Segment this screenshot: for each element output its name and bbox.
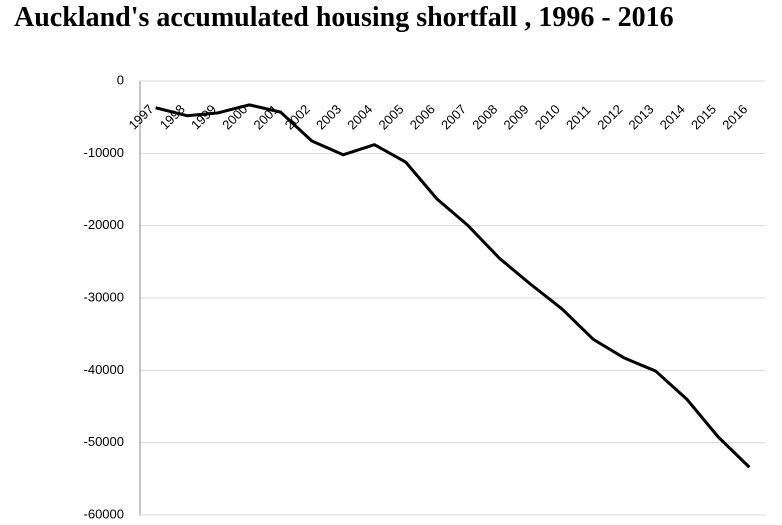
x-tick-label: 2012 — [594, 101, 625, 132]
x-tick-label: 2013 — [626, 101, 657, 132]
x-tick-label: 2015 — [688, 101, 719, 132]
x-tick-label: 2005 — [376, 101, 407, 132]
x-tick-label: 1997 — [126, 101, 157, 132]
y-tick-label: -20000 — [84, 217, 124, 232]
x-tick-label: 1998 — [157, 101, 188, 132]
y-tick-label: -40000 — [84, 362, 124, 377]
x-tick-label: 2003 — [313, 101, 344, 132]
x-tick-label: 2008 — [469, 101, 500, 132]
x-tick-label: 2007 — [438, 101, 469, 132]
y-tick-label: -60000 — [84, 506, 124, 521]
x-tick-label: 2004 — [344, 101, 375, 132]
y-tick-label: -50000 — [84, 434, 124, 449]
x-tick-label: 1999 — [188, 101, 219, 132]
y-tick-label: -10000 — [84, 145, 124, 160]
chart-title: Auckland's accumulated housing shortfall… — [14, 2, 674, 33]
x-tick-label: 2014 — [657, 101, 688, 132]
x-tick-label: 2009 — [501, 101, 532, 132]
x-tick-label: 2016 — [719, 101, 750, 132]
line — [155, 103, 751, 469]
x-tick-label: 2010 — [532, 101, 563, 132]
x-tick-label: 2011 — [563, 102, 593, 132]
y-tick-label: 0 — [117, 72, 124, 87]
x-tick-label: 2006 — [407, 101, 438, 132]
y-tick-label: -30000 — [84, 289, 124, 304]
